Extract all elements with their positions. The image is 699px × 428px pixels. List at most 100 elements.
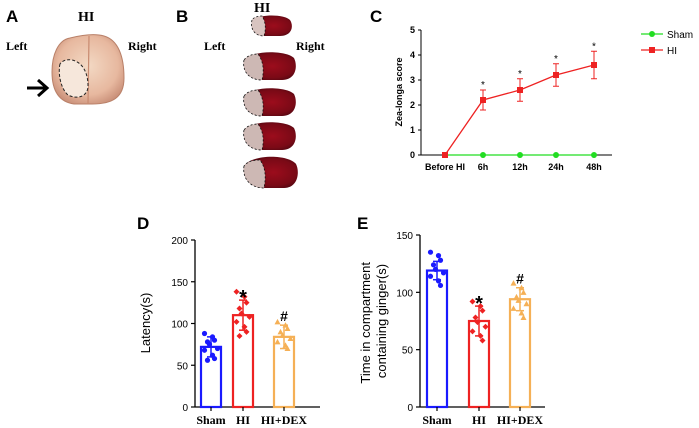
- panel-e: E Time in compartment containing ginger(…: [357, 214, 545, 427]
- panel-c: C Zea-longa score 0 1 2 3 4 5 Before HI 6h 12h 24…: [370, 7, 693, 172]
- d-y-tick-label: 50: [177, 361, 189, 372]
- panel-d: D Latency(s) 0 50 100 150 200 Sham HI * HI+DEX #: [137, 214, 320, 427]
- c-y-tick-label: 4: [410, 50, 415, 60]
- e-data-point: [474, 319, 481, 326]
- d-data-point: [236, 305, 243, 312]
- legend-label-hi: HI: [667, 46, 677, 57]
- d-data-point: [211, 337, 218, 343]
- c-significance-mark: *: [518, 69, 522, 80]
- e-data-point: [515, 297, 522, 303]
- panel-label-d: D: [137, 214, 149, 233]
- e-data-point: [440, 270, 447, 276]
- e-data-point: [427, 273, 434, 279]
- c-point-hi: [480, 97, 486, 103]
- d-x-tick-label: Sham: [196, 413, 225, 427]
- d-data-point: [241, 293, 248, 300]
- d-y-tick-label: 0: [182, 403, 188, 414]
- d-data-point: [243, 299, 250, 306]
- c-point-sham: [480, 152, 486, 158]
- panel-label-b: B: [176, 7, 188, 26]
- e-data-point: [520, 314, 527, 321]
- panel-a-left-label: Left: [6, 39, 27, 53]
- d-data-point: [206, 341, 213, 347]
- e-data-point: [510, 305, 517, 311]
- e-data-point: [477, 332, 484, 339]
- c-y-tick-label: 3: [410, 75, 415, 85]
- d-data-point: [243, 328, 250, 335]
- c-point-hi: [517, 87, 523, 93]
- d-x-tick-label: HI: [236, 413, 250, 427]
- e-data-point: [437, 282, 444, 289]
- panel-b-left-label: Left: [204, 39, 225, 53]
- d-significance-mark: *: [239, 287, 247, 309]
- legend-marker-sham: [649, 31, 655, 37]
- c-point-sham: [591, 152, 597, 158]
- d-data-point: [282, 322, 289, 328]
- e-data-point: [435, 278, 442, 284]
- d-data-point: [204, 357, 211, 363]
- c-legend: Sham HI: [641, 30, 693, 57]
- d-data-point: [241, 323, 248, 330]
- d-data-point: [287, 335, 294, 342]
- c-y-tick-label: 1: [410, 125, 415, 135]
- panel-label-a: A: [6, 7, 18, 26]
- d-y-tick-label: 150: [171, 278, 188, 289]
- d-significance-mark: #: [280, 308, 288, 324]
- e-x-tick-label: HI: [472, 413, 486, 427]
- brain-photo: [51, 34, 125, 105]
- d-data-point: [274, 318, 281, 325]
- c-x-tick-label: Before HI: [425, 162, 465, 172]
- e-x-tick-label: HI+DEX: [497, 413, 544, 427]
- legend-label-sham: Sham: [667, 30, 693, 41]
- e-significance-mark: #: [516, 271, 524, 287]
- e-data-point: [469, 328, 476, 335]
- d-data-point: [211, 355, 218, 362]
- e-data-point: [518, 309, 525, 316]
- d-data-point: [236, 333, 243, 340]
- c-point-hi: [553, 72, 559, 78]
- c-point-sham: [553, 152, 559, 158]
- d-data-point: [201, 347, 208, 353]
- e-data-point: [523, 300, 530, 307]
- panel-label-e: E: [357, 214, 368, 233]
- e-y-axis-label: Time in compartment containing ginger(s): [358, 258, 389, 383]
- e-plot: 0 50 100 150 Sham HI * HI+DEX #: [396, 231, 545, 427]
- e-data-point: [432, 266, 439, 272]
- d-data-point: [201, 330, 208, 337]
- c-y-tick-label: 2: [410, 100, 415, 110]
- legend-item-hi: HI: [641, 46, 677, 57]
- e-y-tick-label: 100: [396, 288, 413, 299]
- brain-slice: [243, 52, 296, 81]
- d-data-point: [246, 313, 253, 320]
- e-data-point: [435, 253, 442, 259]
- e-y-tick-label: 50: [402, 346, 414, 357]
- d-data-point: [238, 310, 245, 317]
- e-data-point: [472, 314, 479, 321]
- c-x-tick-label: 12h: [512, 162, 528, 172]
- e-data-point: [430, 262, 437, 268]
- d-data-point: [214, 345, 221, 352]
- d-y-tick-label: 200: [171, 236, 188, 247]
- e-y-axis-label-line2: containing ginger(s): [374, 264, 389, 378]
- c-point-hi: [591, 62, 597, 68]
- panel-a: A HI Left Right: [6, 7, 157, 105]
- panel-b: B HI Left Right: [176, 1, 325, 189]
- d-data-point: [274, 338, 281, 345]
- c-significance-mark: *: [592, 41, 596, 52]
- e-data-point: [513, 293, 520, 300]
- e-x-tick-label: Sham: [422, 413, 451, 427]
- d-y-axis-label: Latency(s): [138, 293, 153, 354]
- legend-item-sham: Sham: [641, 30, 693, 41]
- c-significance-mark: *: [554, 54, 558, 65]
- e-y-tick-label: 150: [396, 231, 413, 242]
- e-data-point: [477, 303, 484, 310]
- c-point-sham: [517, 152, 523, 158]
- d-data-point: [233, 288, 240, 295]
- c-significance-mark: *: [481, 80, 485, 91]
- c-point-hi: [442, 152, 448, 158]
- d-plot: 0 50 100 150 200 Sham HI * HI+DEX #: [171, 236, 320, 427]
- panel-label-c: C: [370, 7, 382, 26]
- d-data-point: [277, 328, 284, 335]
- panel-b-right-label: Right: [296, 39, 325, 53]
- brain-slice: [243, 156, 298, 189]
